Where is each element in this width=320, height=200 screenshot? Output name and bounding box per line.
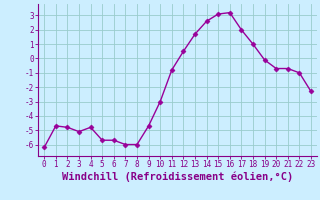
X-axis label: Windchill (Refroidissement éolien,°C): Windchill (Refroidissement éolien,°C): [62, 172, 293, 182]
